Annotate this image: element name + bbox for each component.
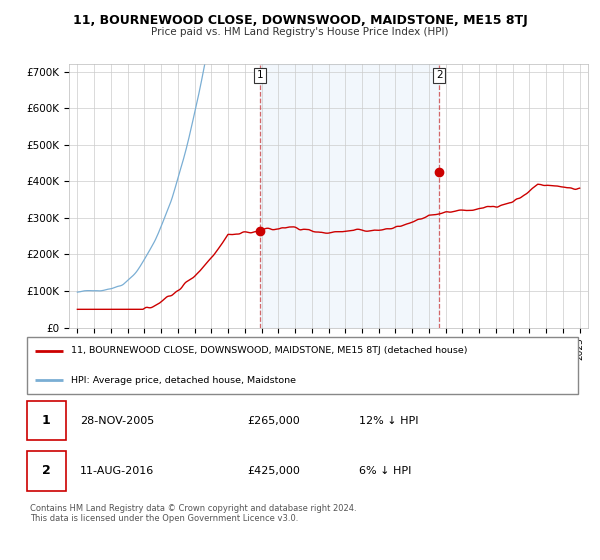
Text: Contains HM Land Registry data © Crown copyright and database right 2024.
This d: Contains HM Land Registry data © Crown c… — [30, 504, 356, 524]
Text: HPI: Average price, detached house, Maidstone: HPI: Average price, detached house, Maid… — [71, 376, 296, 385]
Text: 11, BOURNEWOOD CLOSE, DOWNSWOOD, MAIDSTONE, ME15 8TJ: 11, BOURNEWOOD CLOSE, DOWNSWOOD, MAIDSTO… — [73, 14, 527, 27]
Text: Price paid vs. HM Land Registry's House Price Index (HPI): Price paid vs. HM Land Registry's House … — [151, 27, 449, 37]
Text: 11, BOURNEWOOD CLOSE, DOWNSWOOD, MAIDSTONE, ME15 8TJ (detached house): 11, BOURNEWOOD CLOSE, DOWNSWOOD, MAIDSTO… — [71, 346, 468, 355]
Text: £425,000: £425,000 — [247, 466, 300, 476]
Text: 1: 1 — [42, 414, 50, 427]
Text: 1: 1 — [257, 71, 263, 81]
FancyBboxPatch shape — [27, 401, 66, 440]
Text: 11-AUG-2016: 11-AUG-2016 — [80, 466, 154, 476]
Text: 2: 2 — [42, 464, 50, 478]
FancyBboxPatch shape — [27, 337, 578, 394]
FancyBboxPatch shape — [27, 451, 66, 491]
Text: 6% ↓ HPI: 6% ↓ HPI — [359, 466, 411, 476]
Text: 12% ↓ HPI: 12% ↓ HPI — [359, 416, 418, 426]
Text: £265,000: £265,000 — [247, 416, 300, 426]
Bar — [260, 64, 439, 328]
Text: 28-NOV-2005: 28-NOV-2005 — [80, 416, 154, 426]
Text: 2: 2 — [436, 71, 443, 81]
